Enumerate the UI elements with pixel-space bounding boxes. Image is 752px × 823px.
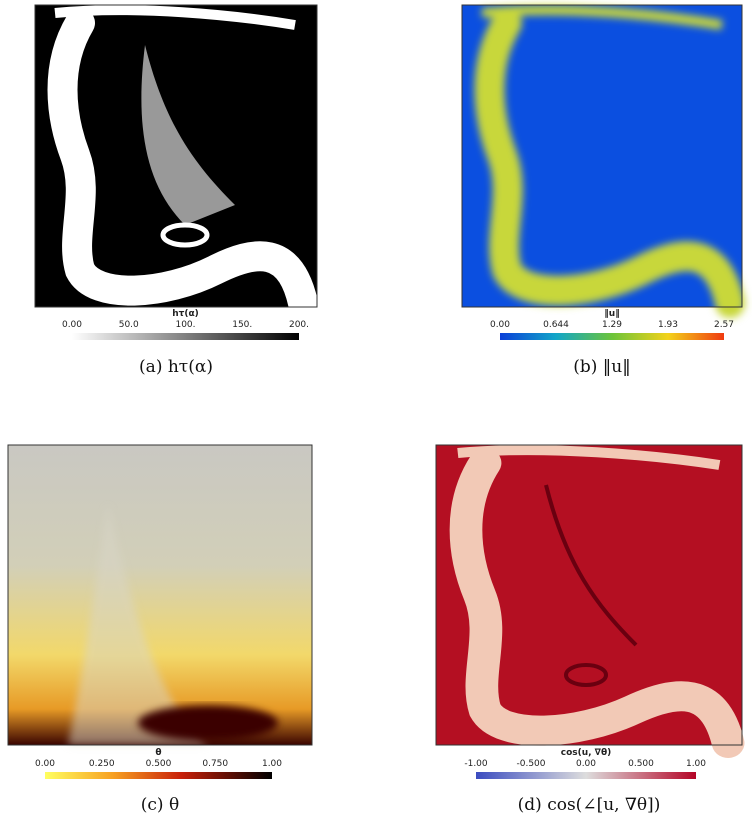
colorbar [476,772,696,779]
colorbar-title: ‖u‖ [604,309,619,319]
colorbar-tick-label: 2.57 [714,320,734,330]
colorbar-tick-label: 0.750 [202,759,228,769]
colorbar [72,333,299,340]
colorbar-tick-label: 0.00 [35,759,55,769]
colorbar-tick-label: 200. [289,320,309,330]
colorbar-tick-label: 0.00 [576,759,596,769]
colorbar-tick-label: 50.0 [119,320,139,330]
colorbar-tick-label: 0.250 [89,759,115,769]
caption: (a) hτ(α) [139,357,213,377]
colorbar [45,772,272,779]
colorbar-tick-label: 1.29 [602,320,622,330]
colorbar-tick-label: 0.500 [146,759,172,769]
colorbar [500,333,724,340]
colorbar-tick-label: 1.93 [658,320,678,330]
panel-a-image [34,5,317,307]
colorbar-tick-label: 100. [175,320,195,330]
colorbar-title: hτ(α) [172,309,199,319]
colorbar-tick-label: -0.500 [516,759,545,769]
panel-c-image [7,444,313,746]
colorbar-tick-label: 1.00 [686,759,706,769]
colorbar-tick-label: 150. [232,320,252,330]
colorbar-tick-label: 1.00 [262,759,282,769]
panel-d-image [435,445,742,745]
caption: (b) ‖u‖ [573,357,631,377]
colorbar-tick-label: 0.500 [628,759,654,769]
colorbar-title: cos(u, ∇θ) [561,748,612,758]
colorbar-tick-label: 0.00 [62,320,82,330]
caption: (c) θ [141,795,179,815]
colorbar-tick-label: 0.00 [490,320,510,330]
caption: (d) cos(∠[u, ∇θ]) [518,795,661,815]
colorbar-title: θ [155,748,161,758]
colorbar-tick-label: 0.644 [543,320,569,330]
panel-b-image [461,5,742,307]
colorbar-tick-label: -1.00 [464,759,488,769]
